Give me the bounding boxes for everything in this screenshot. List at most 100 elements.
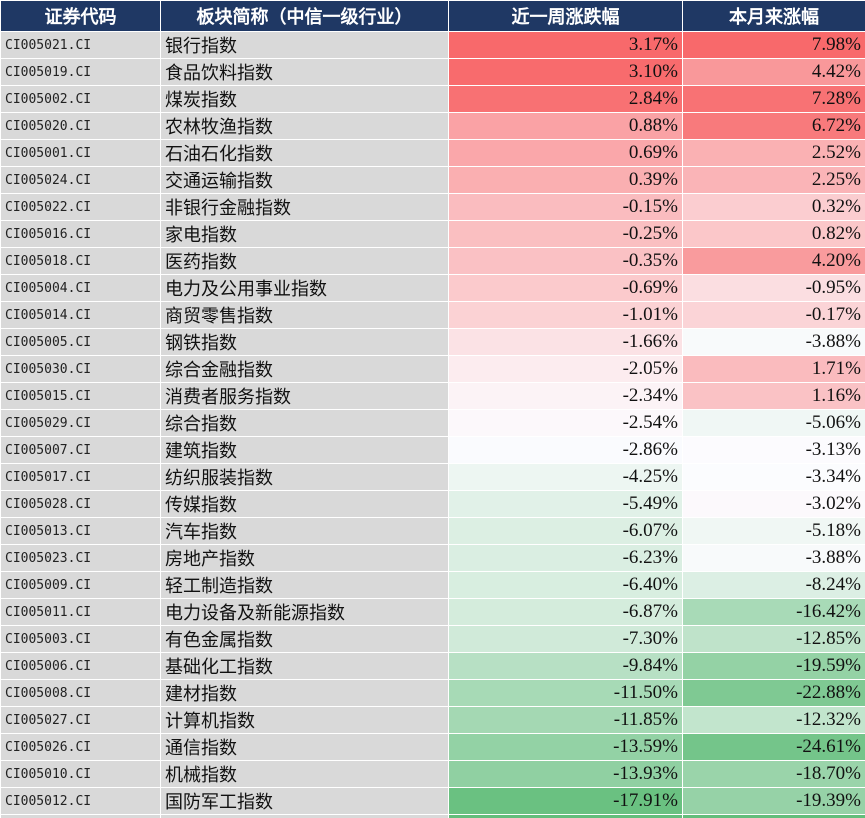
security-code: CI005029.CI	[0, 409, 161, 437]
sector-name: 食品饮料指数	[160, 58, 449, 86]
sector-name: 消费者服务指数	[160, 382, 449, 410]
table-row: CI005030.CI 综合金融指数 -2.05% 1.71%	[0, 355, 865, 383]
sector-name: 机械指数	[160, 760, 449, 788]
sector-name: 房地产指数	[160, 544, 449, 572]
sector-name: 综合金融指数	[160, 355, 449, 383]
table-row: CI005011.CI 电力设备及新能源指数 -6.87% -16.42%	[0, 598, 865, 626]
table-row: CI005001.CI 石油石化指数 0.69% 2.52%	[0, 139, 865, 167]
sector-name: 煤炭指数	[160, 85, 449, 113]
week-change: -2.86%	[448, 436, 683, 464]
sector-name: 国防军工指数	[160, 787, 449, 815]
month-change: -8.24%	[682, 571, 865, 599]
table-row: CI005019.CI 食品饮料指数 3.10% 4.42%	[0, 58, 865, 86]
week-change: -2.05%	[448, 355, 683, 383]
security-code: CI005016.CI	[0, 220, 161, 248]
security-code: CI005010.CI	[0, 760, 161, 788]
week-change: -6.07%	[448, 517, 683, 545]
week-change: -0.69%	[448, 274, 683, 302]
week-change: 3.10%	[448, 58, 683, 86]
table-row: CI005003.CI 有色金属指数 -7.30% -12.85%	[0, 625, 865, 653]
week-change: 3.17%	[448, 31, 683, 59]
table-row: CI005026.CI 通信指数 -13.59% -24.61%	[0, 733, 865, 761]
table-row: CI005013.CI 汽车指数 -6.07% -5.18%	[0, 517, 865, 545]
week-change: -6.23%	[448, 544, 683, 572]
month-change: 6.72%	[682, 112, 865, 140]
month-change: 2.25%	[682, 166, 865, 194]
table-row: CI005014.CI 商贸零售指数 -1.01% -0.17%	[0, 301, 865, 329]
sector-name: 电力设备及新能源指数	[160, 598, 449, 626]
week-change: -2.34%	[448, 382, 683, 410]
week-change: -9.84%	[448, 652, 683, 680]
table-row: CI005020.CI 农林牧渔指数 0.88% 6.72%	[0, 112, 865, 140]
week-change: -1.66%	[448, 328, 683, 356]
table-row: CI005009.CI 轻工制造指数 -6.40% -8.24%	[0, 571, 865, 599]
security-code: CI005027.CI	[0, 706, 161, 734]
week-change: -0.25%	[448, 220, 683, 248]
security-code: CI005022.CI	[0, 193, 161, 221]
column-header: 本月来涨幅	[682, 0, 865, 32]
week-change: 0.69%	[448, 139, 683, 167]
sector-name: 纺织服装指数	[160, 463, 449, 491]
sector-name: 银行指数	[160, 31, 449, 59]
month-change: -3.13%	[682, 436, 865, 464]
sector-name: 建材指数	[160, 679, 449, 707]
week-change: 2.84%	[448, 85, 683, 113]
table-row: CI005023.CI 房地产指数 -6.23% -3.88%	[0, 544, 865, 572]
week-change: -18.63%	[448, 814, 683, 818]
sector-name: 钢铁指数	[160, 328, 449, 356]
week-change: -7.30%	[448, 625, 683, 653]
table-header: 证券代码 板块简称（中信一级行业） 近一周涨跌幅 本月来涨幅	[0, 0, 865, 32]
security-code: CI005024.CI	[0, 166, 161, 194]
sector-name: 传媒指数	[160, 490, 449, 518]
month-change: -0.95%	[682, 274, 865, 302]
week-change: 0.88%	[448, 112, 683, 140]
week-change: -4.25%	[448, 463, 683, 491]
sector-name: 计算机指数	[160, 706, 449, 734]
security-code: CI005008.CI	[0, 679, 161, 707]
security-code: CI005017.CI	[0, 463, 161, 491]
sector-name: 商贸零售指数	[160, 301, 449, 329]
week-change: -6.40%	[448, 571, 683, 599]
table-row: CI005007.CI 建筑指数 -2.86% -3.13%	[0, 436, 865, 464]
security-code: CI005028.CI	[0, 490, 161, 518]
month-change: 1.16%	[682, 382, 865, 410]
table-row: CI005004.CI 电力及公用事业指数 -0.69% -0.95%	[0, 274, 865, 302]
month-change: 2.52%	[682, 139, 865, 167]
month-change: -3.88%	[682, 544, 865, 572]
month-change: -5.06%	[682, 409, 865, 437]
month-change: -12.85%	[682, 625, 865, 653]
security-code: CI005019.CI	[0, 58, 161, 86]
security-code: CI005023.CI	[0, 544, 161, 572]
month-change: 7.28%	[682, 85, 865, 113]
security-code: CI005015.CI	[0, 382, 161, 410]
security-code: CI005018.CI	[0, 247, 161, 275]
week-change: -13.93%	[448, 760, 683, 788]
security-code: CI005005.CI	[0, 328, 161, 356]
security-code: CI005013.CI	[0, 517, 161, 545]
column-header: 近一周涨跌幅	[448, 0, 683, 32]
table-row: CI005015.CI 消费者服务指数 -2.34% 1.16%	[0, 382, 865, 410]
sector-name: 电力及公用事业指数	[160, 274, 449, 302]
table-row: CI005022.CI 非银行金融指数 -0.15% 0.32%	[0, 193, 865, 221]
week-change: -2.54%	[448, 409, 683, 437]
month-change: -19.59%	[682, 652, 865, 680]
week-change: -13.59%	[448, 733, 683, 761]
week-change: -17.91%	[448, 787, 683, 815]
table-body: CI005021.CI 银行指数 3.17% 7.98% CI005019.CI 食品饮料…	[0, 31, 865, 818]
table-row: CI005029.CI 综合指数 -2.54% -5.06%	[0, 409, 865, 437]
security-code: CI005020.CI	[0, 112, 161, 140]
table-row: CI005017.CI 纺织服装指数 -4.25% -3.34%	[0, 463, 865, 491]
sector-name: 有色金属指数	[160, 625, 449, 653]
security-code: CI005030.CI	[0, 355, 161, 383]
month-change: -24.61%	[682, 733, 865, 761]
security-code: CI005021.CI	[0, 31, 161, 59]
month-change: 1.71%	[682, 355, 865, 383]
security-code: CI005014.CI	[0, 301, 161, 329]
sector-name: 基础化工指数	[160, 652, 449, 680]
month-change: -12.32%	[682, 706, 865, 734]
month-change: -5.18%	[682, 517, 865, 545]
column-header: 板块简称（中信一级行业）	[160, 0, 449, 32]
month-change: -3.02%	[682, 490, 865, 518]
table-row: CI005025.CI电子指数-18.63%-27.35%	[0, 814, 865, 818]
week-change: -0.35%	[448, 247, 683, 275]
